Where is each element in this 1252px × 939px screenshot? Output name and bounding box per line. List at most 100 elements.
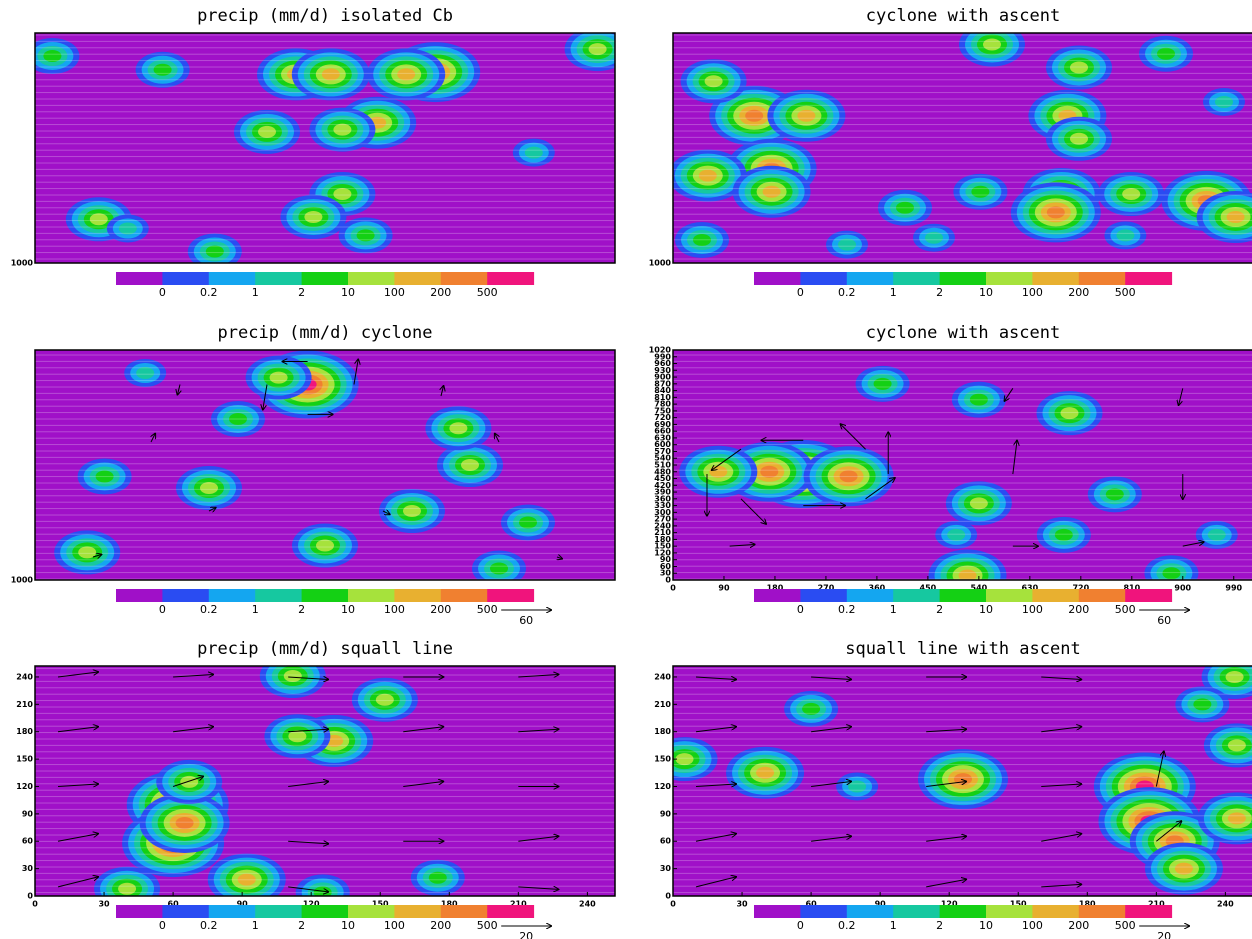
colorbar-box (209, 272, 256, 285)
colorbar-box (940, 272, 987, 285)
colorbar-label: 0.2 (200, 603, 218, 616)
stripes (673, 666, 1252, 896)
colorbar-box (800, 905, 847, 918)
y-tick-label: 240 (654, 672, 671, 681)
y-tick-label: 90 (22, 809, 34, 818)
colorbar-box (1079, 589, 1126, 602)
colorbar-box (1125, 905, 1172, 918)
panel-title: cyclone with ascent (866, 6, 1060, 26)
colorbar-box (162, 905, 209, 918)
colorbar-box (754, 905, 801, 918)
y-tick-label: 210 (654, 700, 671, 709)
panel: squall line with ascent03060901201501802… (652, 639, 1252, 939)
corner-label: 1000 (649, 259, 672, 268)
colorbar-label: 2 (298, 286, 305, 299)
colorbar-label: 1 (252, 603, 259, 616)
colorbar-box (255, 905, 302, 918)
reference-vector-label: 20 (519, 930, 533, 939)
x-tick-label: 240 (1217, 900, 1234, 909)
colorbar-box (1125, 589, 1172, 602)
corner-label: 1000 (11, 259, 34, 268)
colorbar-box (847, 905, 894, 918)
colorbar-box (893, 905, 940, 918)
panel-title: precip (mm/d) cyclone (218, 323, 433, 343)
y-tick-label: 150 (16, 755, 33, 764)
colorbar-label: 500 (477, 603, 498, 616)
colorbar-label: 2 (936, 286, 943, 299)
panel: precip (mm/d) squall line030609012015018… (16, 639, 615, 939)
colorbar-box (302, 272, 349, 285)
colorbar-box (255, 272, 302, 285)
reference-vector-label: 60 (1157, 614, 1171, 627)
colorbar-box (1032, 589, 1079, 602)
x-tick-label: 30 (98, 900, 110, 909)
colorbar-label: 200 (1068, 603, 1089, 616)
colorbar-box (302, 905, 349, 918)
colorbar-label: 0.2 (838, 286, 856, 299)
y-tick-label: 180 (654, 727, 671, 736)
stripes (673, 33, 1252, 263)
colorbar-box (348, 272, 395, 285)
x-tick-label: 900 (1174, 584, 1191, 593)
colorbar-label: 0 (159, 919, 166, 932)
colorbar-label: 100 (384, 919, 405, 932)
plot-area (673, 350, 1252, 601)
stripes (35, 350, 615, 580)
stripes (673, 350, 1252, 580)
colorbar-label: 10 (341, 603, 355, 616)
plot-area (652, 655, 1252, 896)
colorbar-label: 10 (979, 919, 993, 932)
colorbar-label: 100 (1022, 603, 1043, 616)
colorbar-box (394, 589, 441, 602)
colorbar-box (116, 905, 163, 918)
x-tick-label: 30 (736, 900, 748, 909)
colorbar-box (162, 272, 209, 285)
colorbar-box (940, 589, 987, 602)
colorbar-box (441, 589, 488, 602)
colorbar-label: 2 (298, 603, 305, 616)
colorbar-box (487, 905, 534, 918)
colorbar-box (441, 905, 488, 918)
colorbar-label: 1 (890, 603, 897, 616)
y-tick-label: 90 (660, 809, 672, 818)
figure: precip (mm/d) isolated Cb100000.21210100… (0, 0, 1252, 939)
colorbar-label: 100 (1022, 286, 1043, 299)
colorbar-label: 2 (936, 603, 943, 616)
y-tick-label: 180 (16, 727, 33, 736)
colorbar-label: 0.2 (200, 286, 218, 299)
stripes (35, 666, 615, 896)
colorbar-box (348, 589, 395, 602)
colorbar-label: 200 (430, 919, 451, 932)
colorbar-label: 10 (341, 919, 355, 932)
plot-area (35, 654, 615, 911)
colorbar-box (1079, 272, 1126, 285)
colorbar-box (800, 272, 847, 285)
colorbar-box (209, 589, 256, 602)
plot-area (25, 27, 630, 269)
colorbar-box (487, 589, 534, 602)
colorbar-label: 0 (797, 286, 804, 299)
colorbar-label: 500 (477, 919, 498, 932)
y-tick-label: 30 (22, 864, 34, 873)
colorbar-box (754, 589, 801, 602)
colorbar-label: 500 (1115, 603, 1136, 616)
colorbar-label: 200 (430, 603, 451, 616)
stripes (35, 33, 615, 263)
y-tick-label: 120 (16, 782, 33, 791)
colorbar-box (1125, 272, 1172, 285)
colorbar-box (847, 589, 894, 602)
colorbar-label: 0.2 (200, 919, 218, 932)
colorbar-box (986, 905, 1033, 918)
colorbar-box (487, 272, 534, 285)
colorbar-box (893, 589, 940, 602)
colorbar-box (116, 272, 163, 285)
colorbar-label: 10 (341, 286, 355, 299)
y-tick-label: 120 (654, 782, 671, 791)
y-tick-label: 0 (27, 892, 33, 901)
colorbar-label: 0 (797, 919, 804, 932)
y-tick-label: 60 (22, 837, 34, 846)
panel: precip (mm/d) cyclone100000.212101002005… (11, 323, 615, 627)
colorbar-box (1032, 905, 1079, 918)
colorbar-box (209, 905, 256, 918)
colorbar-label: 500 (1115, 919, 1136, 932)
